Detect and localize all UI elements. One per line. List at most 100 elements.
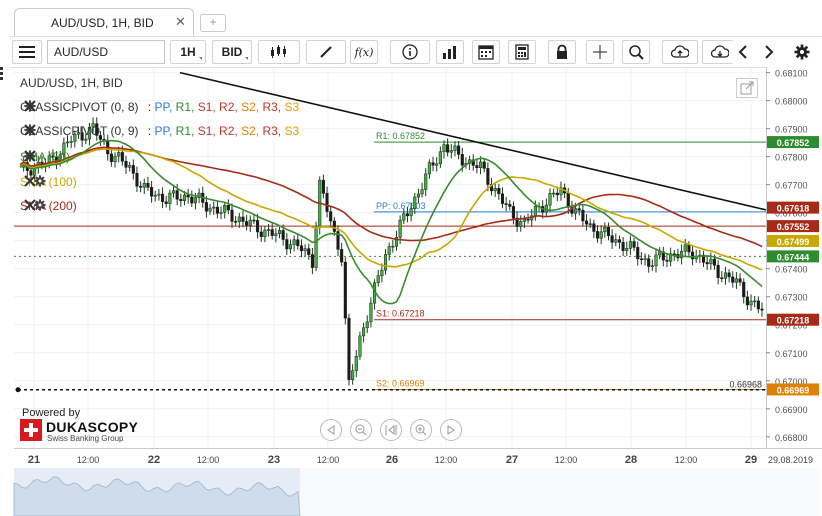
settings-button[interactable] (790, 40, 814, 64)
candle-down (482, 161, 486, 169)
candle-down (508, 204, 512, 207)
candle-up (614, 239, 618, 243)
zoom-out-button[interactable] (350, 419, 372, 441)
candle-down (617, 239, 621, 243)
reset-view-button[interactable] (380, 419, 402, 441)
candle-down (526, 218, 530, 221)
close-icon[interactable]: ✕ (175, 14, 186, 29)
candle-down (234, 221, 238, 223)
symbol-input[interactable] (47, 40, 165, 64)
price-tag-label: 0.67852 (777, 138, 810, 148)
level-s1: S1, (197, 124, 216, 138)
candle-down (405, 213, 409, 217)
candle-down (139, 185, 143, 188)
scroll-back-button[interactable] (320, 419, 342, 441)
upload-button[interactable] (662, 40, 698, 64)
drag-handle-icon[interactable] (0, 67, 3, 81)
candle-down (566, 192, 570, 208)
trendline (179, 71, 767, 211)
x-tick-label: 21 (28, 454, 40, 466)
candle-down (281, 230, 285, 240)
candle-up (219, 212, 223, 214)
gear-icon (794, 44, 810, 60)
crosshair-button[interactable] (586, 40, 614, 64)
candle-up (314, 227, 318, 268)
timeframe-button[interactable]: 1H (170, 40, 206, 64)
candle-down (124, 160, 128, 168)
price-chart[interactable]: 0.68100 0.68000 0.67900 0.67800 0.67700 0.676… (0, 67, 822, 516)
price-tag-label: 0.67552 (777, 222, 810, 232)
candle-up (603, 227, 607, 233)
price-tag (767, 220, 819, 233)
candle-up (669, 253, 673, 262)
price-tag-label: 0.67218 (777, 316, 810, 326)
candle-down (595, 231, 600, 239)
candle-type-button[interactable] (258, 40, 300, 64)
price-tag-label: 0.66969 (777, 385, 810, 395)
menu-button[interactable] (12, 40, 42, 64)
chevron-left-icon (738, 45, 747, 59)
close-icon[interactable] (24, 100, 36, 112)
scroll-left-button[interactable] (732, 40, 754, 64)
pivot-label: S1: 0.67218 (376, 309, 425, 319)
zoom-button[interactable] (622, 40, 650, 64)
draw-line-icon (320, 46, 332, 58)
close-icon[interactable] (24, 124, 36, 136)
candle-up (409, 208, 413, 217)
candle-up (650, 265, 654, 268)
zoom-in-button[interactable] (410, 419, 432, 441)
calendar-button[interactable] (472, 40, 500, 64)
candle-up (658, 251, 662, 256)
candle-down (164, 201, 168, 204)
pivot-name: CLASSICPIVOT (0, 8) (20, 100, 139, 114)
side-button[interactable]: BID (212, 40, 252, 64)
legend-sma-100: SMA (100) (20, 175, 77, 189)
candle-down (245, 221, 249, 226)
calculator-icon (515, 44, 529, 60)
tab-aud-usd[interactable]: AUD/USD, 1H, BID ✕ (14, 8, 194, 37)
candle-down (226, 204, 230, 211)
x-tick-label: 12:00 (197, 455, 220, 465)
candle-down (720, 277, 724, 279)
gear-icon[interactable] (34, 199, 46, 211)
draw-button[interactable] (306, 40, 346, 64)
y-tick-label: 0.67200 (775, 321, 808, 331)
candle-up (65, 141, 70, 144)
price-tag-label: 0.67499 (777, 237, 810, 247)
navigator-series (13, 476, 301, 516)
candle-down (230, 209, 234, 222)
candle-up (84, 138, 88, 141)
candle-down (738, 278, 742, 283)
add-tab-button[interactable]: + (200, 14, 226, 32)
dukascopy-logo: DUKASCOPY Swiss Banking Group (20, 419, 140, 445)
candle-down (486, 168, 490, 185)
gear-icon[interactable] (34, 175, 46, 187)
candle-up (76, 132, 81, 135)
close-icon[interactable] (24, 150, 36, 162)
triangle-right-icon (447, 425, 455, 435)
candle-down (131, 165, 135, 174)
scroll-forward-button[interactable] (440, 419, 462, 441)
candle-up (449, 150, 453, 153)
candle-up (628, 241, 632, 249)
close-icon[interactable] (24, 199, 36, 211)
close-icon[interactable] (24, 175, 36, 187)
candle-down (29, 170, 33, 176)
level-r2: R2, (219, 100, 238, 114)
candle-down (186, 194, 190, 198)
candle-down (340, 249, 344, 263)
chart-area[interactable]: 0.68100 0.68000 0.67900 0.67800 0.67700 0.676… (0, 67, 822, 516)
info-button[interactable] (390, 40, 430, 64)
candle-up (548, 192, 552, 206)
popout-icon (740, 81, 754, 95)
scroll-right-button[interactable] (758, 40, 780, 64)
lock-button[interactable] (548, 40, 576, 64)
popout-button[interactable] (736, 78, 758, 98)
sma-100-line (19, 148, 763, 271)
candle-up (453, 145, 457, 151)
volume-button[interactable] (436, 40, 464, 64)
function-button[interactable]: f(x) (350, 40, 378, 64)
y-tick-label: 0.66900 (775, 405, 808, 415)
calculator-button[interactable] (508, 40, 536, 64)
candle-up (292, 239, 296, 245)
